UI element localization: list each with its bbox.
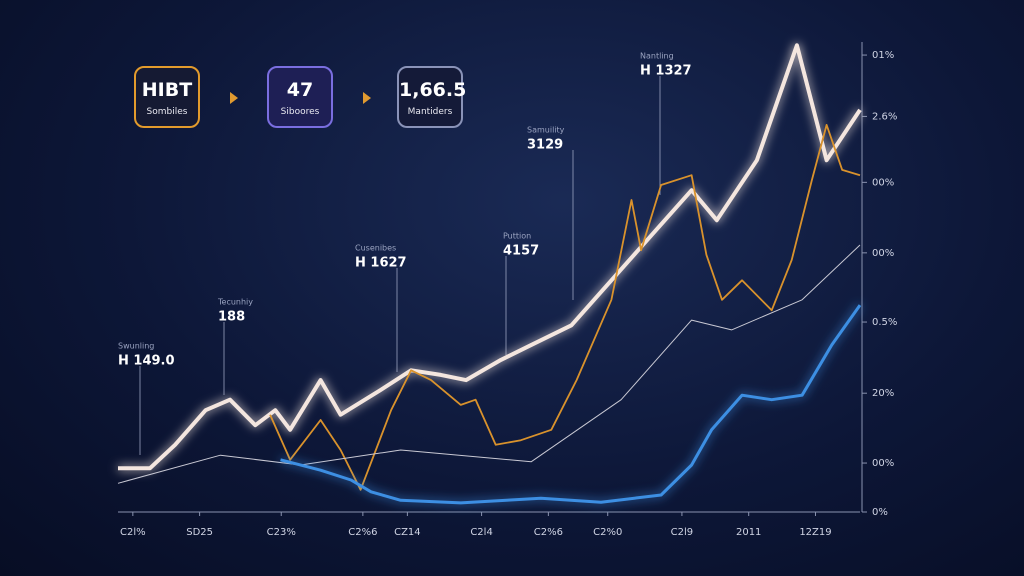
y-tick-label: 00% [872, 177, 894, 188]
x-tick-label: C2%6 [348, 527, 377, 538]
annotation-caption: Samuility [527, 126, 565, 135]
x-tick-label: C2%6 [534, 527, 563, 538]
card: 47 Siboores [267, 66, 333, 128]
card-value: 47 [286, 79, 314, 101]
y-tick-label: 00% [872, 248, 894, 259]
x-tick-label: C2%0 [593, 527, 622, 538]
annotation-caption: Cusenibes [355, 244, 396, 253]
series-line [118, 43, 862, 471]
card-value: 1,66.5 [399, 79, 467, 101]
y-tick-label: 00% [872, 458, 894, 469]
y-tick-label: 01% [872, 50, 894, 61]
annotation-label: H 1627 [355, 256, 407, 271]
x-tick-label: C2l4 [470, 527, 493, 538]
y-tick-label: 2.6% [872, 111, 897, 122]
x-tick-label: C23% [267, 527, 296, 538]
annotation-caption: Puttion [503, 232, 531, 241]
annotation-label: 188 [218, 310, 245, 325]
annotation-label: 4157 [503, 244, 539, 259]
series-line [280, 304, 862, 505]
y-tick-label: 20% [872, 388, 894, 399]
x-tick-label: CZ14 [394, 527, 421, 538]
annotation-caption: Tecunhiy [217, 298, 253, 307]
arrow [230, 92, 238, 104]
x-tick-label: SD25 [186, 527, 213, 538]
card: HIBT Sombiles [134, 66, 200, 128]
series-line [269, 124, 861, 491]
x-tick-label: 2011 [736, 527, 761, 538]
card: 1,66.5 Mantiders [397, 66, 467, 128]
x-tick-label: C2l9 [671, 527, 694, 538]
arrow [363, 92, 371, 104]
annotation-caption: Swunling [118, 342, 154, 351]
card-label: Siboores [280, 107, 320, 117]
y-tick-label: 0% [872, 507, 888, 518]
series-line [117, 244, 861, 484]
annotation-label: 3129 [527, 138, 563, 153]
y-tick-label: 0.5% [872, 317, 897, 328]
card-value: HIBT [141, 79, 193, 101]
x-tick-label: 12Z19 [799, 527, 831, 538]
annotation-label: H 1327 [640, 64, 692, 79]
x-tick-label: C2l% [120, 527, 146, 538]
card-label: Mantiders [407, 107, 453, 117]
card-label: Sombiles [146, 107, 188, 117]
annotation-caption: Nantling [640, 52, 674, 61]
annotation-label: H 149.0 [118, 354, 175, 369]
